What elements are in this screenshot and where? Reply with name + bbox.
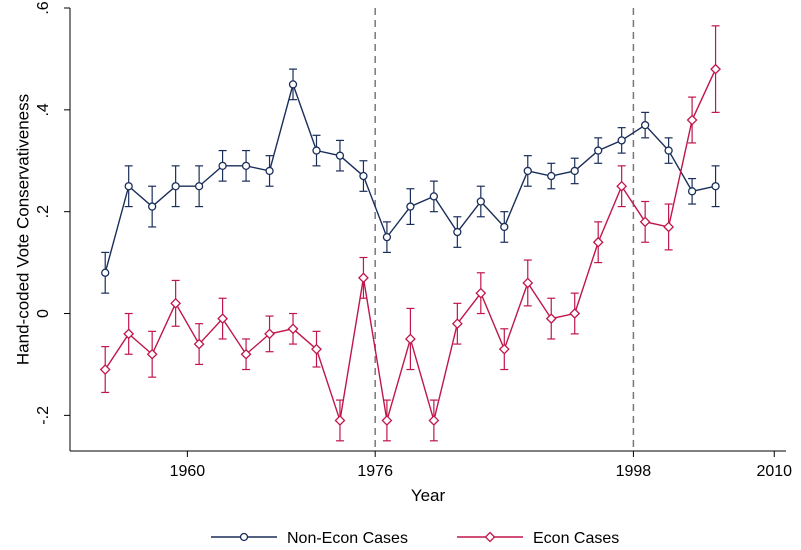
x-tick-label: 2010 [756,463,792,480]
data-point [428,415,440,426]
legend-label: Econ Cases [533,530,619,547]
data-point [406,202,415,211]
plot-area [99,8,721,451]
data-point [523,166,532,176]
data-point [359,171,368,181]
legend-label: Non-Econ Cases [287,530,408,547]
data-point [288,80,298,89]
data-point [711,182,720,191]
legend: Non-Econ Cases Econ Cases [211,530,619,547]
data-point [639,216,651,228]
data-point [287,323,299,335]
legend-marker [239,532,249,542]
data-point [500,222,509,232]
y-tick-label: 0 [35,309,52,318]
data-point [663,221,675,233]
data-point [241,161,251,171]
data-point [569,308,581,319]
data-point [640,120,650,130]
data-point [148,202,157,211]
data-point [124,182,133,191]
x-tick-label: 1998 [616,463,652,480]
data-point [311,343,322,355]
x-tick-label: 1976 [357,463,393,480]
data-point [451,318,463,330]
data-point [123,328,135,340]
data-point [101,268,110,277]
legend-item-non-econ-cases: Non-Econ Cases [211,530,408,547]
data-point [312,146,321,155]
series-econ-cases [99,25,721,442]
data-point [475,287,487,299]
y-tick-label: -.2 [35,406,52,425]
data-point [264,328,275,340]
x-axis-title: Year [411,486,446,505]
data-point [146,348,158,360]
data-point [570,166,579,176]
data-point [429,192,439,201]
legend-marker [484,531,496,543]
y-tick-label: .2 [35,205,52,218]
data-point [218,161,227,171]
data-point [334,415,346,426]
data-point [547,171,556,181]
data-point [686,114,698,126]
data-point [99,364,111,375]
legend-item-econ-cases: Econ Cases [457,530,619,547]
data-point [522,277,534,289]
y-tick-label: .4 [35,103,52,116]
data-point [193,338,205,350]
data-point [687,187,697,196]
axes: -.2 0 .2 .4 .6 1960 1976 1998 2010 [35,1,792,480]
x-tick-label: 1960 [170,463,206,480]
data-point [217,313,229,325]
data-point [594,146,603,155]
data-point [617,136,626,145]
y-tick-label: .6 [35,1,52,14]
data-point [358,272,369,284]
data-point [170,297,182,309]
series-non-econ-cases [101,68,720,294]
data-point [498,343,510,355]
data-point [382,232,392,242]
data-point [240,348,252,360]
data-point [265,166,274,176]
data-point [476,197,485,206]
data-point [616,180,628,192]
data-point [194,182,204,191]
data-point [664,146,673,155]
data-point [171,182,180,191]
data-point [592,236,604,248]
data-point [404,333,416,345]
y-axis-title: Hand-coded Vote Conservativeness [13,94,32,365]
data-point [335,151,345,160]
data-point [453,227,462,237]
data-point [381,415,393,426]
data-point [710,63,721,75]
data-point [545,313,557,325]
